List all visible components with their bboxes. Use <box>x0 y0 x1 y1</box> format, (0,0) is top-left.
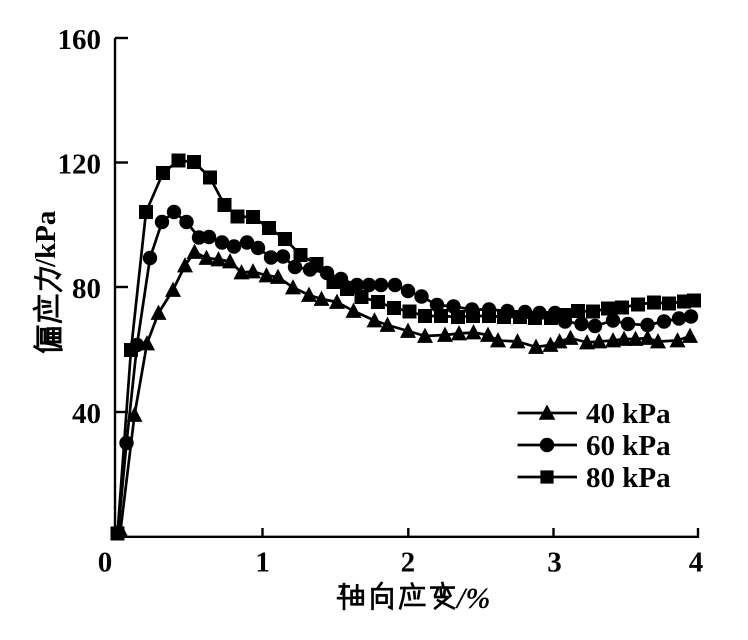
svg-text:160: 160 <box>58 24 102 56</box>
svg-text:2: 2 <box>401 547 416 579</box>
svg-text:80 kPa: 80 kPa <box>586 462 671 494</box>
svg-text:/kPa: /kPa <box>30 210 62 268</box>
svg-text:120: 120 <box>58 148 102 180</box>
svg-text:/%: /% <box>455 582 490 615</box>
svg-text:3: 3 <box>547 547 562 579</box>
svg-text:40 kPa: 40 kPa <box>586 398 671 430</box>
svg-text:80: 80 <box>72 273 101 305</box>
svg-text:1: 1 <box>255 547 270 579</box>
svg-text:4: 4 <box>689 547 704 579</box>
svg-text:60 kPa: 60 kPa <box>586 430 671 462</box>
svg-text:40: 40 <box>72 398 101 430</box>
svg-text:0: 0 <box>98 547 113 579</box>
